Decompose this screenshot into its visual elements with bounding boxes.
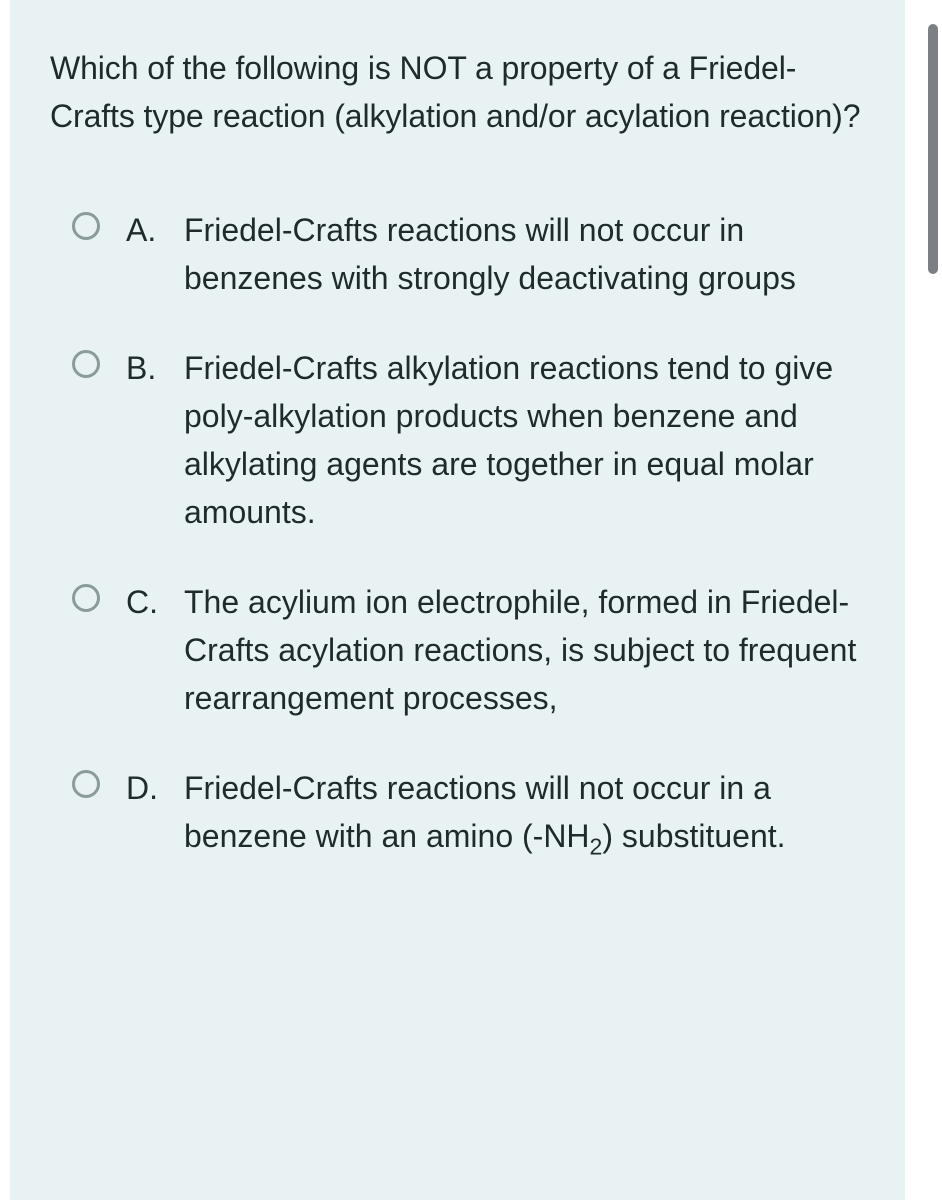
radio-icon[interactable]: [72, 212, 100, 240]
radio-icon[interactable]: [72, 770, 100, 798]
option-text: Friedel-Crafts reactions will not occur …: [184, 206, 865, 302]
radio-icon[interactable]: [72, 584, 100, 612]
scrollbar-track[interactable]: [926, 0, 938, 1200]
option-b[interactable]: B. Friedel-Crafts alkylation reactions t…: [50, 344, 865, 536]
option-a[interactable]: A. Friedel-Crafts reactions will not occ…: [50, 206, 865, 302]
options-list: A. Friedel-Crafts reactions will not occ…: [50, 206, 865, 860]
option-text: Friedel-Crafts alkylation reactions tend…: [184, 344, 865, 536]
option-text: Friedel-Crafts reactions will not occur …: [184, 764, 865, 860]
scrollbar-thumb[interactable]: [928, 24, 938, 274]
option-letter: C.: [126, 578, 184, 626]
option-letter: A.: [126, 206, 184, 254]
option-text: The acylium ion electrophile, formed in …: [184, 578, 865, 722]
option-c[interactable]: C. The acylium ion electrophile, formed …: [50, 578, 865, 722]
question-text: Which of the following is NOT a property…: [50, 44, 865, 140]
option-d[interactable]: D. Friedel-Crafts reactions will not occ…: [50, 764, 865, 860]
radio-icon[interactable]: [72, 350, 100, 378]
option-letter: B.: [126, 344, 184, 392]
question-card: Which of the following is NOT a property…: [10, 0, 905, 1200]
option-letter: D.: [126, 764, 184, 812]
